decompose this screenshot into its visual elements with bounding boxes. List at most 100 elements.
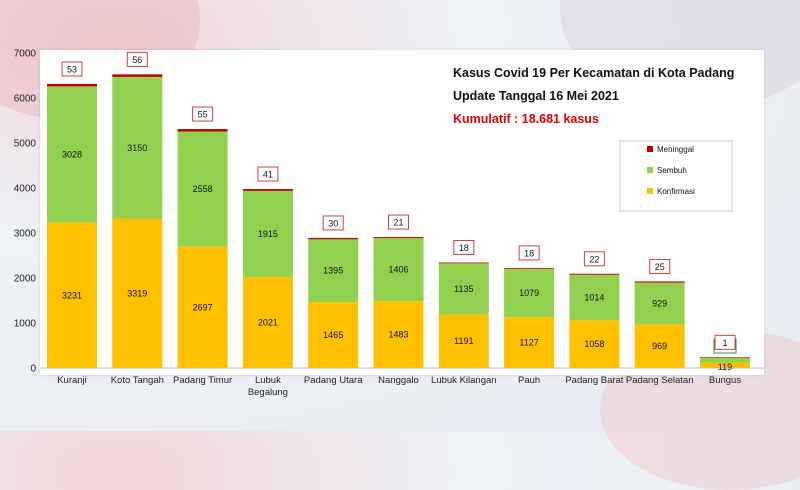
legend-swatch-konfirmasi	[647, 188, 653, 194]
callout-box-meninggal	[518, 245, 540, 261]
data-label-sembuh: 1079	[519, 288, 539, 298]
data-label-meninggal: 18	[459, 243, 469, 253]
data-label-konfirmasi: 3319	[127, 288, 147, 298]
data-label-meninggal: 1	[722, 338, 727, 348]
bar-segment-sembuh	[373, 237, 424, 302]
bar-segment-meninggal	[569, 273, 620, 275]
data-label-sembuh: 1406	[388, 265, 408, 275]
bar-segment-meninggal	[373, 237, 424, 238]
callout-box-meninggal	[61, 61, 83, 77]
callout-box-meninggal	[322, 215, 344, 231]
data-label-konfirmasi: 1191	[454, 336, 473, 346]
bar-segment-sembuh	[700, 357, 750, 363]
y-tick-label: 6000	[14, 94, 37, 105]
legend-label-sembuh: Sembuh	[657, 166, 687, 175]
category-label: Begalung	[248, 387, 288, 398]
bar-segment-meninggal	[242, 189, 293, 191]
legend-swatch-meninggal	[647, 146, 653, 152]
category-label: Lubuk Kilangan	[431, 375, 497, 386]
bar-segment-konfirmasi	[438, 314, 489, 368]
bar-segment-konfirmasi	[47, 222, 97, 368]
data-label-sembuh: 2558	[193, 184, 213, 194]
bar-segment-sembuh	[177, 131, 228, 247]
callout-box-meninggal	[192, 106, 214, 122]
callout-box-meninggal	[583, 251, 605, 267]
bar-segment-konfirmasi	[569, 320, 620, 368]
category-label: Lubuk	[255, 375, 281, 386]
bar-segment-konfirmasi	[700, 362, 750, 368]
chart-subtitle: Update Tanggal 16 Mei 2021	[453, 89, 619, 103]
bar-segment-konfirmasi	[177, 246, 228, 368]
bar-segment-sembuh	[308, 239, 359, 303]
data-label-konfirmasi: 2697	[193, 302, 213, 312]
bar-segment-konfirmasi	[308, 302, 359, 368]
y-tick-label: 5000	[14, 139, 37, 150]
data-label-sembuh: 3028	[62, 149, 82, 159]
category-label: Bungus	[709, 375, 741, 386]
y-tick-label: 2000	[14, 274, 37, 285]
bars: 3231 3028 53 3319 3150 56 2697 2558 55 2021 1915 41…	[47, 51, 750, 372]
category-label: Pauh	[518, 375, 540, 386]
bar-segment-konfirmasi	[242, 277, 293, 368]
data-label-meninggal: 56	[132, 55, 142, 65]
category-label: Padang Selatan	[626, 375, 694, 386]
bar-segment-konfirmasi	[634, 324, 685, 368]
callout-box-meninggal	[714, 334, 736, 350]
legend: Meninggal Sembuh Konfirmasi	[619, 140, 733, 212]
y-tick-label: 1000	[14, 319, 37, 330]
chart-title: Kasus Covid 19 Per Kecamatan di Kota Pad…	[453, 66, 734, 80]
data-label-konfirmasi: 1058	[584, 339, 604, 349]
bar-segment-konfirmasi	[112, 218, 163, 368]
category-labels: Kuranji Koto Tangah Padang Timur LubukBegal…	[57, 375, 741, 398]
data-label-sembuh: 1135	[454, 284, 473, 294]
callout-box-meninggal	[453, 240, 475, 256]
data-label-konfirmasi: 119	[718, 362, 732, 372]
bar-segment-sembuh	[47, 86, 97, 223]
bar-segment-meninggal	[634, 281, 685, 283]
y-tick-label: 4000	[14, 184, 37, 195]
category-label: Padang Utara	[304, 375, 363, 386]
y-tick-label: 0	[30, 364, 36, 375]
bar-segment-meninggal	[504, 267, 555, 269]
data-label-sembuh: 929	[652, 298, 667, 308]
data-label-meninggal: 18	[524, 248, 534, 258]
data-label-konfirmasi: 2021	[258, 318, 278, 328]
data-label-sembuh: 1014	[584, 293, 604, 303]
data-label-konfirmasi: 3231	[62, 290, 82, 300]
bar-segment-meninggal	[112, 74, 163, 77]
data-label-meninggal: 22	[589, 254, 599, 264]
category-label: Padang Barat	[565, 375, 623, 386]
data-label-konfirmasi: 1483	[388, 330, 408, 340]
callout-box-meninggal	[388, 214, 409, 230]
data-label-konfirmasi: 969	[652, 341, 667, 351]
category-label: Nanggalo	[378, 375, 419, 386]
data-label-meninggal: 25	[655, 262, 665, 272]
data-label-meninggal: 41	[263, 170, 273, 180]
bar-segment-meninggal	[47, 83, 97, 87]
callout-box-meninggal	[649, 258, 671, 274]
legend-label-konfirmasi: Konfirmasi	[657, 187, 695, 196]
bar-segment-sembuh	[112, 76, 163, 219]
bar-segment-meninggal	[177, 129, 228, 132]
data-label-meninggal: 30	[328, 218, 338, 228]
category-label: Padang Timur	[173, 375, 232, 386]
covid-stacked-bar-chart: 0 1000 2000 3000 4000 5000 6000 7000 3231 3028 53…	[14, 49, 764, 398]
cumulative-total: Kumulatif : 18.681 kasus	[453, 112, 599, 126]
data-label-konfirmasi: 1465	[323, 330, 343, 340]
bar-segment-meninggal	[700, 357, 750, 358]
bar-segment-sembuh	[242, 190, 293, 278]
legend-box	[619, 140, 733, 212]
data-label-konfirmasi: 1127	[519, 338, 538, 348]
category-label: Koto Tangah	[111, 375, 164, 386]
legend-swatch-sembuh	[647, 167, 653, 173]
data-label-sembuh: 1915	[258, 229, 278, 239]
bar-segment-meninggal	[308, 237, 359, 240]
y-tick-label: 3000	[14, 229, 37, 240]
callout-box-meninggal	[257, 166, 279, 182]
bar-segment-sembuh	[634, 282, 685, 325]
data-label-sembuh: 1395	[323, 266, 343, 276]
callout-box-meninggal	[126, 51, 148, 67]
data-label-meninggal: 21	[393, 218, 403, 228]
bar-segment-konfirmasi	[373, 301, 424, 368]
bar-segment-sembuh	[438, 263, 489, 315]
